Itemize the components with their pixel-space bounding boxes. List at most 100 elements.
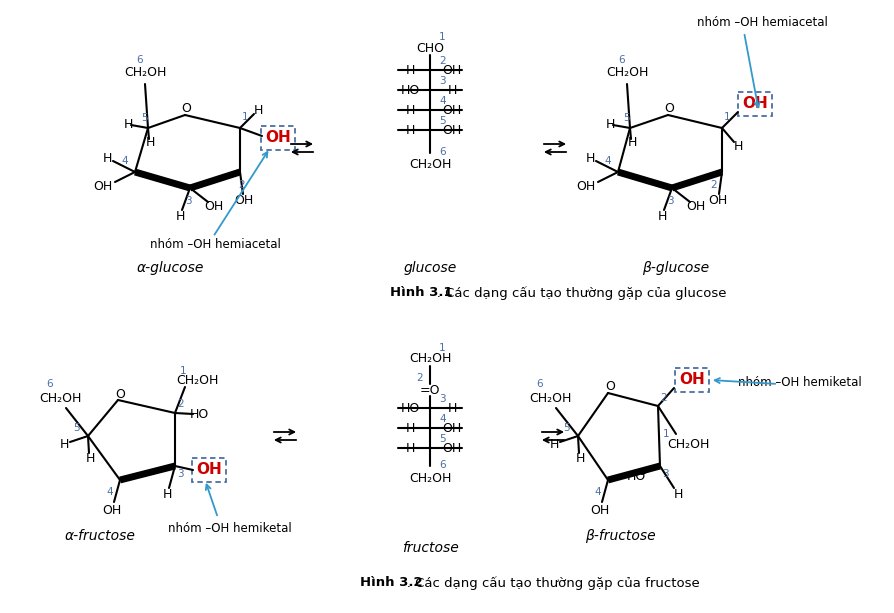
Text: H: H [123,118,132,131]
FancyBboxPatch shape [261,126,295,150]
Text: 1: 1 [439,343,445,353]
Text: 4: 4 [604,156,611,166]
Text: 4: 4 [439,96,445,106]
Text: H: H [447,83,457,96]
Text: 4: 4 [122,156,129,166]
FancyBboxPatch shape [192,458,226,482]
Text: OH: OH [577,180,595,192]
Text: 6: 6 [439,460,445,470]
Text: H: H [628,135,637,148]
Text: 3: 3 [439,76,445,86]
Text: 6: 6 [619,55,625,65]
Text: =O: =O [420,384,440,397]
Text: 1: 1 [662,429,670,439]
Text: OH: OH [443,104,461,116]
Text: H: H [549,438,559,451]
Text: OH: OH [234,194,254,207]
Text: OH: OH [590,503,610,517]
Text: H: H [733,140,743,153]
Text: O: O [115,387,125,400]
Text: 3: 3 [439,394,445,404]
Text: . Các dạng cấu tạo thường gặp của fructose: . Các dạng cấu tạo thường gặp của fructo… [360,576,700,590]
Text: . Các dạng cấu tạo thường gặp của glucose: . Các dạng cấu tạo thường gặp của glucos… [390,286,727,300]
Text: 1: 1 [723,112,730,122]
Text: 6: 6 [137,55,143,65]
Text: HO: HO [190,408,208,422]
Text: 3: 3 [667,196,673,206]
Text: 2: 2 [239,180,245,190]
Text: CH₂OH: CH₂OH [409,352,451,365]
Text: 2: 2 [178,399,184,409]
Text: 1: 1 [241,112,249,122]
Text: 3: 3 [662,469,669,479]
Text: CH₂OH: CH₂OH [38,392,81,405]
Text: CH₂OH: CH₂OH [409,471,451,484]
Text: 3: 3 [177,469,183,479]
Text: 2: 2 [417,373,424,383]
Text: nhóm –OH hemiketal: nhóm –OH hemiketal [168,522,291,535]
Text: H: H [59,438,69,451]
Text: 5: 5 [72,423,80,433]
Text: H: H [253,104,263,116]
Text: OH: OH [443,123,461,137]
Text: β-glucose: β-glucose [643,261,710,275]
Text: HO: HO [401,83,419,96]
Text: Hình 3.1: Hình 3.1 [390,286,452,300]
Text: O: O [181,102,191,115]
Text: CH₂OH: CH₂OH [606,66,648,80]
Text: 4: 4 [595,487,602,497]
Text: HO: HO [627,470,645,482]
Text: CH₂OH: CH₂OH [529,392,571,405]
Text: 5: 5 [623,113,629,123]
Text: CH₂OH: CH₂OH [176,375,218,387]
Text: OH: OH [205,199,224,213]
Text: CHO: CHO [416,42,444,55]
Text: HO: HO [401,402,419,414]
Text: 5: 5 [140,113,148,123]
Text: H: H [657,210,667,223]
Text: OH: OH [687,199,705,213]
Text: H: H [405,123,415,137]
Text: 6: 6 [46,379,54,389]
Text: OH: OH [679,373,704,387]
Text: H: H [85,452,95,465]
Text: OH: OH [266,131,291,145]
Text: O: O [605,381,615,394]
Text: nhóm –OH hemiketal: nhóm –OH hemiketal [738,376,862,389]
Text: H: H [586,151,595,164]
Text: CH₂OH: CH₂OH [667,438,709,451]
Text: 5: 5 [562,423,569,433]
Text: H: H [163,487,172,500]
Text: α-fructose: α-fructose [64,529,135,543]
Text: H: H [146,135,155,148]
Text: H: H [405,64,415,77]
Text: H: H [405,441,415,454]
Text: α-glucose: α-glucose [136,261,204,275]
Text: OH: OH [103,503,122,517]
Text: OH: OH [708,194,728,207]
Text: fructose: fructose [401,541,459,555]
Text: H: H [605,118,615,131]
Text: H: H [175,210,185,223]
Text: 2: 2 [439,56,445,66]
Text: CH₂OH: CH₂OH [123,66,166,80]
FancyBboxPatch shape [675,368,709,392]
Text: 2: 2 [711,180,717,190]
Text: O: O [664,102,674,115]
Text: nhóm –OH hemiacetal: nhóm –OH hemiacetal [696,15,828,28]
Text: 1: 1 [180,366,186,376]
Text: OH: OH [443,422,461,435]
Text: 4: 4 [439,414,445,424]
Text: OH: OH [196,462,222,478]
Text: Hình 3.2: Hình 3.2 [360,576,423,590]
Text: 3: 3 [185,196,191,206]
FancyBboxPatch shape [738,92,772,116]
Text: OH: OH [443,64,461,77]
Text: 6: 6 [439,147,445,157]
Text: 4: 4 [106,487,114,497]
Text: 2: 2 [661,393,667,403]
Text: H: H [447,402,457,414]
Text: OH: OH [443,441,461,454]
Text: H: H [673,487,683,500]
Text: glucose: glucose [403,261,457,275]
